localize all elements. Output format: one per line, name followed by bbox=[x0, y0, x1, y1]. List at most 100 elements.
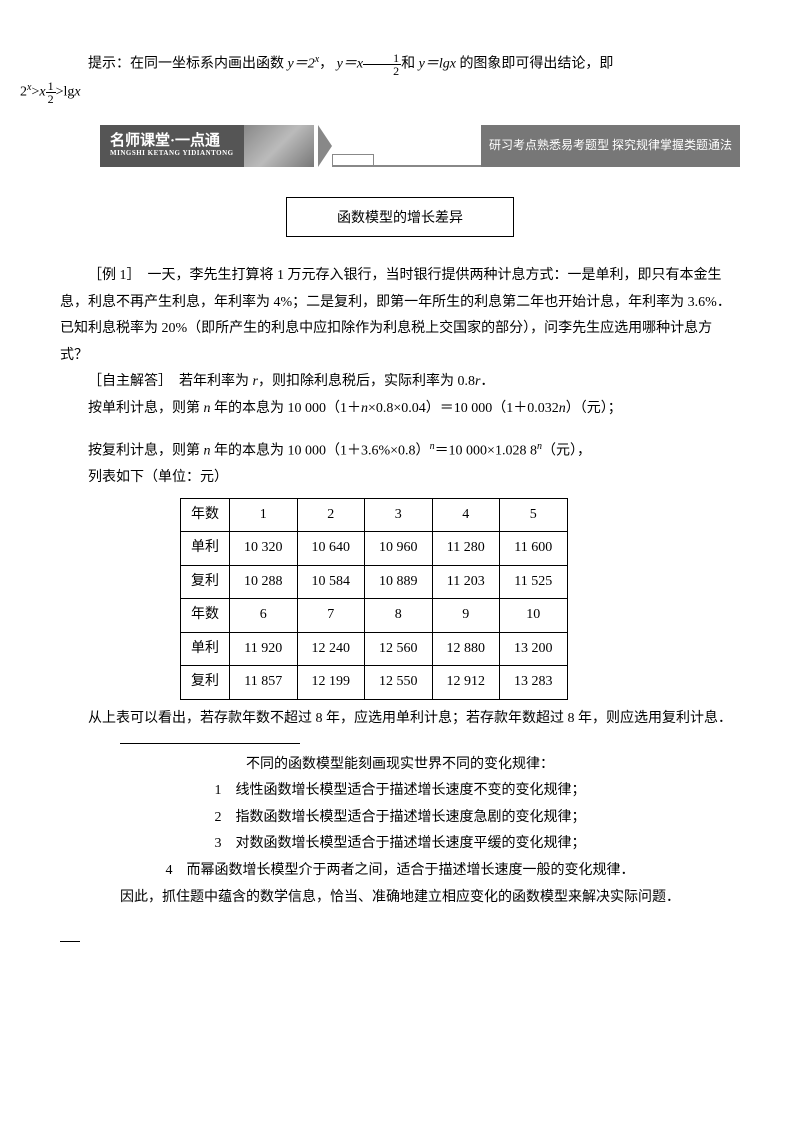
p2b: ，则扣除利息税后，实际利率为 0.8 bbox=[258, 374, 475, 389]
p4n: n bbox=[204, 443, 215, 458]
row-label: 复利 bbox=[181, 666, 230, 700]
banner-image bbox=[244, 125, 314, 167]
tiny-divider bbox=[60, 941, 80, 942]
cell: 1 bbox=[230, 498, 298, 532]
cell: 10 584 bbox=[297, 565, 365, 599]
note-line: 4 而幂函数增长模型介于两者之间，适合于描述增长速度一般的变化规律． bbox=[60, 858, 740, 885]
row-label: 单利 bbox=[181, 632, 230, 666]
cell: 5 bbox=[500, 498, 568, 532]
hint-line1: 提示：在同一坐标系内画出函数 y＝2x， y＝x12和 y＝lgx 的图象即可得… bbox=[60, 50, 740, 78]
table-row: 单利 11 920 12 240 12 560 12 880 13 200 bbox=[181, 632, 568, 666]
cell: 10 288 bbox=[230, 565, 298, 599]
note-line: 3 对数函数增长模型适合于描述增长速度平缓的变化规律； bbox=[60, 831, 740, 858]
frac-den2: 2 bbox=[46, 93, 56, 105]
cell: 11 857 bbox=[230, 666, 298, 700]
table-row: 年数 1 2 3 4 5 bbox=[181, 498, 568, 532]
row-label: 年数 bbox=[181, 599, 230, 633]
cell: 12 560 bbox=[365, 632, 433, 666]
notes-block: 不同的函数模型能刻画现实世界不同的变化规律： 1 线性函数增长模型适合于描述增长… bbox=[60, 752, 740, 912]
banner-left: 名师课堂·一点通 MINGSHI KETANG YIDIANTONG bbox=[100, 125, 244, 167]
table-row: 年数 6 7 8 9 10 bbox=[181, 599, 568, 633]
fn3x: x bbox=[450, 57, 460, 72]
p3b: 年的本息为 10 000（1＋ bbox=[214, 401, 361, 416]
sep2: 和 bbox=[401, 57, 419, 72]
fn3: y＝lg bbox=[419, 57, 450, 72]
p3n2: n bbox=[361, 401, 368, 416]
cell: 13 200 bbox=[500, 632, 568, 666]
cell: 11 600 bbox=[500, 532, 568, 566]
p3d: ）（元）； bbox=[566, 401, 622, 416]
example-p3: 按单利计息，则第 n 年的本息为 10 000（1＋n×0.8×0.04）＝10… bbox=[60, 396, 740, 423]
hint-text: 提示：在同一坐标系内画出函数 bbox=[88, 57, 288, 72]
cell: 8 bbox=[365, 599, 433, 633]
example-p1: ［例 1］ 一天，李先生打算将 1 万元存入银行，当时银行提供两种计息方式：一是… bbox=[60, 263, 740, 369]
cell: 13 283 bbox=[500, 666, 568, 700]
section-banner: 名师课堂·一点通 MINGSHI KETANG YIDIANTONG 研习考点熟… bbox=[100, 125, 740, 167]
topic-box: 函数模型的增长差异 bbox=[286, 197, 514, 238]
gt2: >lg bbox=[56, 85, 75, 100]
example-p5: 列表如下（单位：元） bbox=[60, 465, 740, 492]
cell: 12 880 bbox=[432, 632, 500, 666]
banner-mid bbox=[332, 125, 481, 167]
hint-line2: 2x>x12>lgx bbox=[20, 78, 740, 106]
p4b: 年的本息为 10 000（1＋3.6%×0.8） bbox=[214, 443, 430, 458]
banner-pinyin: MINGSHI KETANG YIDIANTONG bbox=[110, 150, 234, 158]
cell: 3 bbox=[365, 498, 433, 532]
table-row: 单利 10 320 10 640 10 960 11 280 11 600 bbox=[181, 532, 568, 566]
cell: 10 889 bbox=[365, 565, 433, 599]
sep: ， bbox=[319, 57, 333, 72]
example-p2: ［自主解答］ 若年利率为 r，则扣除利息税后，实际利率为 0.8r． bbox=[60, 369, 740, 396]
banner-title: 名师课堂·一点通 bbox=[110, 133, 234, 150]
banner-arrow-icon bbox=[318, 125, 332, 167]
fn1: y＝2 bbox=[288, 57, 315, 72]
l2c: x bbox=[74, 85, 80, 100]
cell: 4 bbox=[432, 498, 500, 532]
p4c: ＝10 000×1.028 8 bbox=[435, 443, 537, 458]
note-line: 2 指数函数增长模型适合于描述增长速度急剧的变化规律； bbox=[60, 805, 740, 832]
cell: 6 bbox=[230, 599, 298, 633]
cell: 10 960 bbox=[365, 532, 433, 566]
frac-half: 12 bbox=[363, 52, 401, 77]
cell: 11 280 bbox=[432, 532, 500, 566]
table-row: 复利 10 288 10 584 10 889 11 203 11 525 bbox=[181, 565, 568, 599]
cell: 12 550 bbox=[365, 666, 433, 700]
banner-right: 研习考点熟悉易考题型 探究规律掌握类题通法 bbox=[481, 125, 740, 167]
example-p4: 按复利计息，则第 n 年的本息为 10 000（1＋3.6%×0.8）n＝10 … bbox=[60, 437, 740, 465]
fn2: y＝x bbox=[337, 57, 363, 72]
p3a: 按单利计息，则第 bbox=[88, 401, 204, 416]
frac-den: 2 bbox=[363, 65, 401, 77]
p3n3: n bbox=[559, 401, 566, 416]
cell: 10 320 bbox=[230, 532, 298, 566]
note-line: 不同的函数模型能刻画现实世界不同的变化规律： bbox=[60, 752, 740, 779]
p4d: （元）， bbox=[542, 443, 591, 458]
row-label: 年数 bbox=[181, 498, 230, 532]
interest-table: 年数 1 2 3 4 5 单利 10 320 10 640 10 960 11 … bbox=[180, 498, 568, 701]
frac-num: 1 bbox=[363, 52, 401, 65]
blank-line bbox=[60, 423, 740, 437]
cell: 11 203 bbox=[432, 565, 500, 599]
p4a: 按复利计息，则第 bbox=[88, 443, 204, 458]
hint-end: 的图象即可得出结论，即 bbox=[459, 57, 613, 72]
p3c: ×0.8×0.04）＝10 000（1＋0.032 bbox=[368, 401, 559, 416]
cell: 11 525 bbox=[500, 565, 568, 599]
cell: 12 240 bbox=[297, 632, 365, 666]
conclusion: 从上表可以看出，若存款年数不超过 8 年，应选用单利计息；若存款年数超过 8 年… bbox=[60, 706, 740, 733]
note-line: 因此，抓住题中蕴含的数学信息，恰当、准确地建立相应变化的函数模型来解决实际问题． bbox=[60, 885, 740, 912]
p2a: ［自主解答］ 若年利率为 bbox=[88, 374, 253, 389]
cell: 12 912 bbox=[432, 666, 500, 700]
frac-half2: 12 bbox=[46, 80, 56, 105]
cell: 10 640 bbox=[297, 532, 365, 566]
cell: 11 920 bbox=[230, 632, 298, 666]
cell: 9 bbox=[432, 599, 500, 633]
divider bbox=[120, 743, 300, 744]
l2a: 2 bbox=[20, 85, 27, 100]
row-label: 复利 bbox=[181, 565, 230, 599]
cell: 10 bbox=[500, 599, 568, 633]
table-row: 复利 11 857 12 199 12 550 12 912 13 283 bbox=[181, 666, 568, 700]
p3n: n bbox=[204, 401, 215, 416]
cell: 2 bbox=[297, 498, 365, 532]
p2c: ． bbox=[480, 374, 494, 389]
row-label: 单利 bbox=[181, 532, 230, 566]
note-line: 1 线性函数增长模型适合于描述增长速度不变的变化规律； bbox=[60, 778, 740, 805]
cell: 12 199 bbox=[297, 666, 365, 700]
